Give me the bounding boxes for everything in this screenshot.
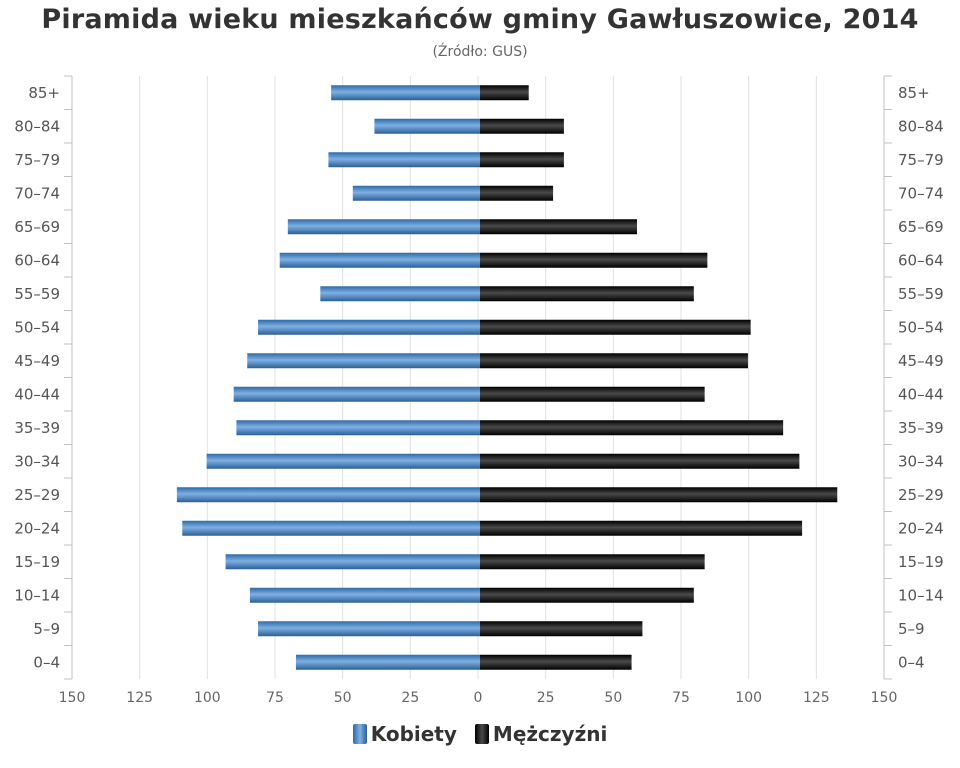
legend-label-mezczyzni: Mężczyźni xyxy=(492,722,608,746)
bar-mezczyzni[interactable] xyxy=(480,286,694,302)
bar-kobiety[interactable] xyxy=(258,621,480,637)
bar-kobiety[interactable] xyxy=(225,554,480,570)
bar-mezczyzni[interactable] xyxy=(480,654,632,670)
x-tick-label: 0 xyxy=(474,690,483,706)
legend: Kobiety Mężczyźni xyxy=(0,722,960,746)
age-label-right: 55–59 xyxy=(898,285,944,303)
bar-kobiety[interactable] xyxy=(295,654,480,670)
age-label-left: 70–74 xyxy=(14,184,60,202)
age-label-left: 75–79 xyxy=(14,151,60,169)
age-label-left: 25–29 xyxy=(14,486,60,504)
age-label-left: 50–54 xyxy=(14,318,60,336)
legend-item-kobiety[interactable]: Kobiety xyxy=(352,722,457,746)
age-label-right: 45–49 xyxy=(898,352,944,370)
x-tick-label: 100 xyxy=(735,690,762,706)
population-pyramid-chart: 150 125 100 75 50 25 0 25 50 75 100 125 150 85+ 85+ 80–… xyxy=(14,75,944,706)
bar-mezczyzni[interactable] xyxy=(480,453,800,469)
age-label-left: 30–34 xyxy=(14,452,60,470)
age-label-left: 60–64 xyxy=(14,251,60,269)
age-label-left: 85+ xyxy=(28,84,60,102)
bar-kobiety[interactable] xyxy=(249,587,480,603)
x-tick-label: 150 xyxy=(59,690,86,706)
x-tick-label: 50 xyxy=(334,690,352,706)
age-label-right: 50–54 xyxy=(898,318,944,336)
bar-mezczyzni[interactable] xyxy=(480,621,643,637)
age-label-left: 80–84 xyxy=(14,117,60,135)
bar-mezczyzni[interactable] xyxy=(480,386,705,402)
bar-mezczyzni[interactable] xyxy=(480,353,748,369)
bar-kobiety[interactable] xyxy=(182,520,480,536)
age-label-right: 30–34 xyxy=(898,452,944,470)
legend-swatch-kobiety xyxy=(352,724,367,744)
bar-mezczyzni[interactable] xyxy=(480,185,554,201)
age-label-right: 5–9 xyxy=(898,620,925,638)
chart-title: Piramida wieku mieszkańców gminy Gawłusz… xyxy=(41,4,919,35)
bar-kobiety[interactable] xyxy=(374,118,480,134)
bar-mezczyzni[interactable] xyxy=(480,152,564,168)
bar-kobiety[interactable] xyxy=(236,420,480,436)
age-label-right: 70–74 xyxy=(898,184,944,202)
bar-mezczyzni[interactable] xyxy=(480,554,705,570)
bar-mezczyzni[interactable] xyxy=(480,85,529,101)
x-tick-label: 25 xyxy=(537,690,555,706)
x-tick-label: 150 xyxy=(871,690,898,706)
age-label-right: 15–19 xyxy=(898,553,944,571)
age-label-right: 25–29 xyxy=(898,486,944,504)
bar-kobiety[interactable] xyxy=(328,152,480,168)
bar-mezczyzni[interactable] xyxy=(480,118,564,134)
bar-mezczyzni[interactable] xyxy=(480,219,637,235)
bar-kobiety[interactable] xyxy=(233,386,480,402)
age-label-right: 10–14 xyxy=(898,586,944,604)
age-label-left: 20–24 xyxy=(14,519,60,537)
age-label-right: 75–79 xyxy=(898,151,944,169)
age-label-left: 15–19 xyxy=(14,553,60,571)
age-label-right: 80–84 xyxy=(898,117,944,135)
bar-kobiety[interactable] xyxy=(331,85,480,101)
age-label-left: 55–59 xyxy=(14,285,60,303)
bar-kobiety[interactable] xyxy=(279,252,480,268)
age-label-right: 85+ xyxy=(898,84,930,102)
age-label-left: 10–14 xyxy=(14,586,60,604)
age-label-left: 40–44 xyxy=(14,385,60,403)
age-label-left: 35–39 xyxy=(14,419,60,437)
age-label-left: 5–9 xyxy=(33,620,60,638)
age-label-right: 20–24 xyxy=(898,519,944,537)
age-label-right: 0–4 xyxy=(898,653,925,671)
legend-item-mezczyzni[interactable]: Mężczyźni xyxy=(474,722,608,746)
bar-kobiety[interactable] xyxy=(287,219,480,235)
bar-mezczyzni[interactable] xyxy=(480,319,751,335)
bar-kobiety[interactable] xyxy=(247,353,480,369)
age-label-left: 0–4 xyxy=(33,653,60,671)
bar-kobiety[interactable] xyxy=(258,319,480,335)
bar-mezczyzni[interactable] xyxy=(480,252,708,268)
bar-mezczyzni[interactable] xyxy=(480,520,803,536)
x-tick-label: 100 xyxy=(194,690,221,706)
x-tick-label: 50 xyxy=(604,690,622,706)
bar-kobiety[interactable] xyxy=(176,487,480,503)
x-tick-label: 75 xyxy=(672,690,690,706)
bar-mezczyzni[interactable] xyxy=(480,420,784,436)
age-label-right: 35–39 xyxy=(898,419,944,437)
chart-subtitle: (Źródło: GUS) xyxy=(432,44,528,60)
age-label-right: 60–64 xyxy=(898,251,944,269)
age-label-right: 40–44 xyxy=(898,385,944,403)
age-label-left: 65–69 xyxy=(14,218,60,236)
age-label-left: 45–49 xyxy=(14,352,60,370)
age-label-right: 65–69 xyxy=(898,218,944,236)
bar-kobiety[interactable] xyxy=(206,453,481,469)
x-tick-label: 25 xyxy=(401,690,419,706)
legend-swatch-mezczyzni xyxy=(474,724,489,744)
bar-kobiety[interactable] xyxy=(352,185,480,201)
x-tick-label: 125 xyxy=(126,690,153,706)
x-tick-label: 125 xyxy=(803,690,830,706)
bar-kobiety[interactable] xyxy=(320,286,480,302)
legend-label-kobiety: Kobiety xyxy=(370,722,457,746)
x-tick-label: 75 xyxy=(266,690,284,706)
bar-mezczyzni[interactable] xyxy=(480,487,838,503)
bar-mezczyzni[interactable] xyxy=(480,587,694,603)
